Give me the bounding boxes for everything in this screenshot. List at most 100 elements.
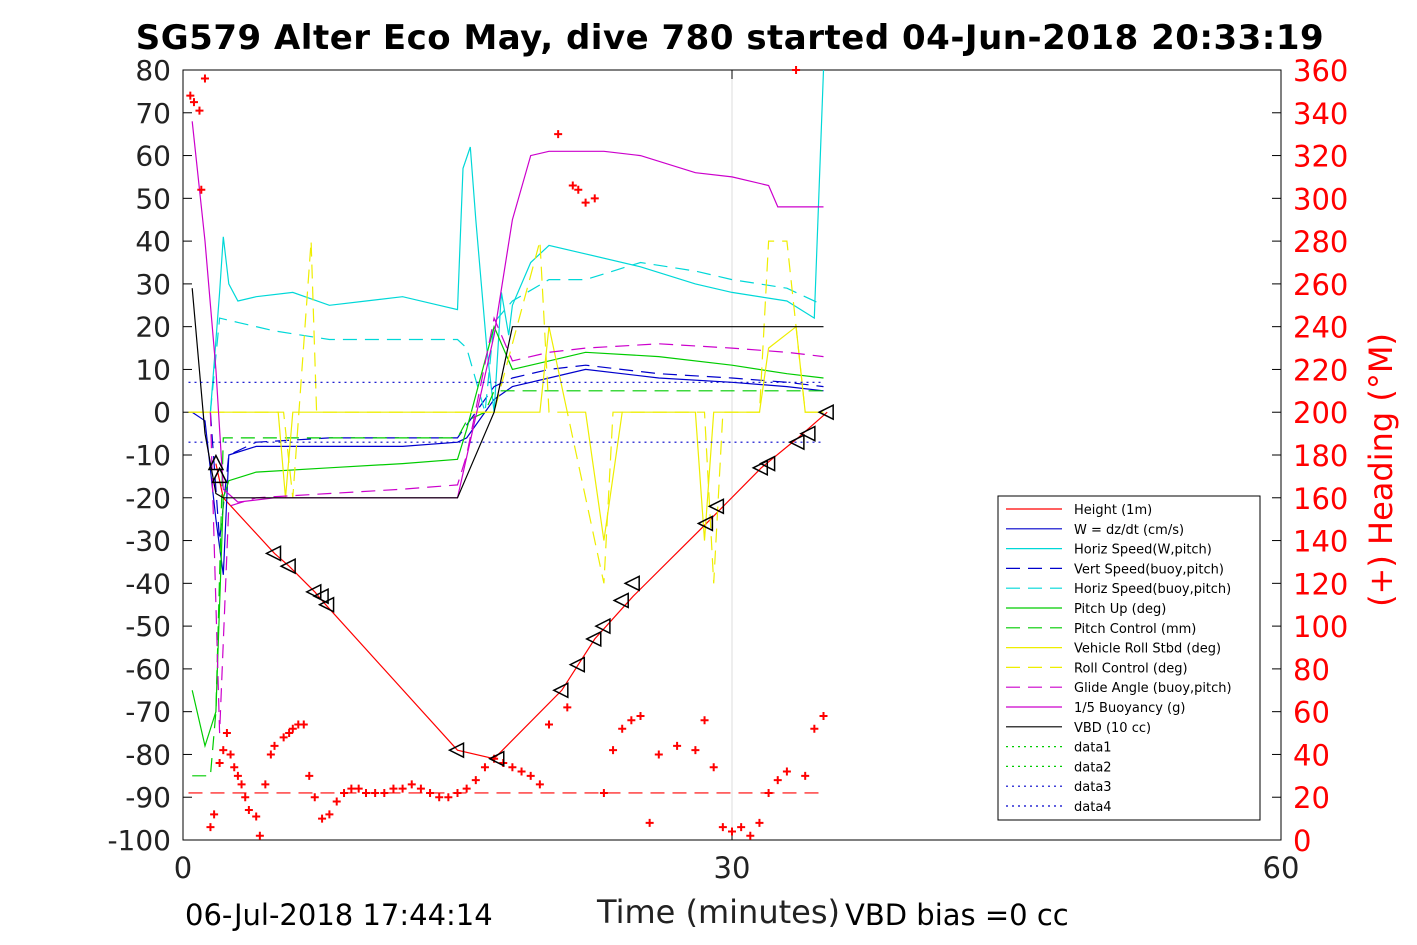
- triangle-left-marker: [817, 404, 834, 421]
- y-right-tick-label: 300: [1293, 182, 1348, 216]
- y-left-tick-label: 80: [135, 54, 171, 87]
- triangle-left-marker: [799, 425, 816, 442]
- heading-point: [195, 106, 204, 115]
- y-right-tick-label: 360: [1293, 54, 1348, 88]
- y-right-tick-label: 240: [1293, 311, 1348, 345]
- heading-point: [453, 788, 462, 797]
- triangle-left-marker: [758, 455, 776, 472]
- y-left-tick-label: 70: [135, 97, 171, 130]
- y-left-tick-label: -100: [107, 824, 171, 857]
- triangle-left-marker: [447, 741, 465, 759]
- legend-entry: VBD (10 cc): [1074, 721, 1151, 736]
- heading-point: [244, 806, 253, 815]
- series-line: [215, 411, 828, 760]
- legend-entry: data3: [1074, 780, 1112, 795]
- heading-point: [279, 733, 288, 742]
- heading-point: [627, 716, 636, 725]
- heading-point: [332, 797, 341, 806]
- right-axis-label: (+) Heading (°M): [1362, 333, 1400, 607]
- heading-point: [435, 793, 444, 802]
- y-right-tick-label: 220: [1293, 353, 1348, 387]
- series-line: [191, 288, 824, 499]
- heading-point: [773, 776, 782, 785]
- chart-title: SG579 Alter Eco May, dive 780 started 04…: [135, 18, 1325, 58]
- heading-point: [792, 66, 801, 74]
- heading-point: [222, 729, 231, 738]
- heading-point: [764, 788, 773, 797]
- y-right-tick-label: 200: [1293, 396, 1348, 430]
- heading-point: [340, 788, 349, 797]
- heading-point: [189, 98, 198, 107]
- y-right-tick-label: 160: [1293, 482, 1348, 516]
- vbd-bias-label: VBD bias =0 cc: [845, 898, 1069, 932]
- y-left-tick-label: 40: [135, 225, 171, 258]
- date-stamp: 06-Jul-2018 17:44:14: [185, 898, 493, 932]
- heading-point: [237, 780, 246, 789]
- heading-point: [230, 763, 239, 772]
- heading-point: [654, 750, 663, 759]
- triangle-up-marker: [211, 466, 228, 484]
- series-line: [192, 390, 824, 777]
- heading-point: [325, 810, 334, 819]
- heading-point: [266, 750, 275, 759]
- y-left-tick-label: -20: [125, 482, 171, 515]
- heading-point: [782, 767, 791, 776]
- y-right-tick-label: 40: [1293, 738, 1330, 772]
- heading-point: [554, 130, 563, 139]
- x-tick-label: 0: [174, 851, 192, 885]
- y-right-tick-label: 260: [1293, 268, 1348, 302]
- heading-point: [568, 181, 577, 190]
- series-line: [191, 121, 824, 503]
- legend-entry: 1/5 Buoyancy (g): [1074, 701, 1185, 716]
- triangle-left-marker: [552, 682, 569, 699]
- series-line: [209, 364, 824, 541]
- triangle-left-marker: [788, 433, 805, 451]
- heading-point: [462, 784, 471, 793]
- y-left-tick-label: 20: [135, 311, 171, 344]
- heading-point: [186, 91, 195, 100]
- x-axis-label: Time (minutes): [597, 893, 840, 931]
- heading-point: [255, 831, 264, 840]
- legend-entry: Height (1m): [1074, 503, 1152, 518]
- series-line: [209, 69, 825, 413]
- y-right-tick-label: 80: [1293, 653, 1330, 687]
- heading-point: [371, 788, 380, 797]
- x-tick-label: 60: [1263, 851, 1300, 885]
- heading-point: [261, 780, 270, 789]
- heading-point: [380, 788, 389, 797]
- y-left-tick-label: 60: [135, 140, 171, 173]
- legend-entry: Horiz Speed(buoy,pitch): [1074, 582, 1231, 597]
- heading-point: [426, 788, 435, 797]
- legend-entry: data1: [1074, 741, 1112, 756]
- triangle-left-marker: [305, 583, 322, 601]
- triangle-left-marker: [264, 545, 282, 562]
- y-right-tick-label: 100: [1293, 610, 1348, 644]
- heading-point: [673, 741, 682, 750]
- heading-point: [288, 724, 297, 733]
- heading-point: [210, 810, 219, 819]
- heading-point: [590, 194, 599, 203]
- heading-point: [416, 784, 425, 793]
- y-left-tick-label: 10: [135, 353, 171, 386]
- heading-point: [746, 831, 755, 840]
- y-left-tick-label: -70: [125, 696, 171, 729]
- heading-point: [305, 771, 314, 780]
- triangle-left-marker: [279, 558, 296, 575]
- y-right-tick-label: 60: [1293, 696, 1330, 730]
- heading-point: [737, 823, 746, 832]
- legend-entry: Glide Angle (buoy,pitch): [1074, 681, 1232, 696]
- heading-point: [471, 776, 480, 785]
- heading-point: [362, 788, 370, 797]
- y-left-tick-label: -80: [125, 738, 171, 771]
- series-line: [191, 368, 824, 575]
- legend-entry: data2: [1074, 760, 1112, 775]
- triangle-left-marker: [612, 592, 629, 609]
- series-group: [188, 69, 828, 777]
- heading-point: [819, 711, 828, 720]
- legend-entry: Pitch Control (mm): [1074, 622, 1196, 637]
- heading-point: [709, 763, 718, 772]
- legend-entry: Pitch Up (deg): [1074, 602, 1166, 617]
- heading-point: [241, 793, 250, 802]
- heading-point: [389, 784, 398, 793]
